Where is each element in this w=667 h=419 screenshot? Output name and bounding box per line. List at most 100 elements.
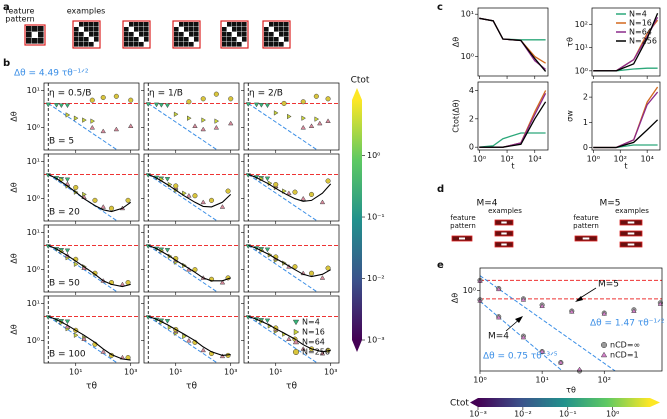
icon-pixel [139,22,144,27]
marker [125,197,131,203]
icon-pixel [74,32,79,37]
icon-pixel [237,37,242,42]
icon-pixel [284,32,289,37]
fit-line [248,244,331,278]
icon [501,221,507,224]
icon-pixel [279,37,284,42]
x-axis-label: τθ [86,382,97,392]
fit-line [148,244,231,282]
y-axis-label: Δθ [10,182,19,192]
y-tick-label: 10¹ [27,157,40,166]
icon-pixel [174,42,179,47]
label: M=5 [599,199,620,209]
marker [281,100,287,106]
axes-frame [243,224,340,293]
icon-pixel [74,37,79,42]
colorbar-tick-label: 10⁻¹ [559,410,577,419]
icon-pixel [242,37,247,42]
label: examples [67,7,106,16]
fit-line [148,173,232,208]
colorbar-tick-label: 10⁻³ [469,410,487,419]
marker [186,337,192,343]
colorbar-tick-label: 10⁻³ [367,336,385,345]
x-tick-label: 10² [614,155,627,164]
marker [292,189,298,195]
label: feature [450,214,475,222]
icon-pixel [222,42,227,47]
icon-pixel [194,27,199,32]
fit-line [248,315,331,353]
marker [214,118,220,124]
y-tick-label: 10⁰ [27,194,40,203]
icon-pixel [269,37,274,42]
marker [92,197,98,203]
marker [286,190,292,196]
marker [495,314,502,320]
icon-pixel [189,42,194,47]
icon-pixel [139,42,144,47]
marker [225,188,231,194]
column-label: η = 2/B [249,89,283,99]
icon-pixel [274,42,279,47]
ref-label: Δθ = 1.47 τθ⁻¹ᐟ² [590,319,665,329]
axes-frame [143,82,240,151]
colorbar-extend [650,398,660,407]
icon-pixel [194,42,199,47]
marker [108,205,115,211]
icon-pixel [84,22,89,27]
label: pattern [573,222,599,230]
y-tick-label: 4 [469,86,474,95]
icon-pixel [32,26,38,32]
x-tick-label: 10¹ [535,376,548,385]
legend-label: N=4 [302,318,320,327]
marker [164,248,171,253]
line [479,90,547,148]
icon-pixel [129,22,134,27]
icon [627,221,635,224]
marker [90,118,96,124]
icon-frame [262,20,291,49]
axes-frame [43,295,140,364]
line [479,101,547,148]
fit-line [148,315,231,356]
marker [600,341,608,349]
legend-label: N=4 [629,10,647,19]
annotation: M=5 [598,280,619,290]
marker [228,96,234,102]
marker [82,117,87,123]
icon-pixel [222,32,227,37]
marker [164,319,171,324]
y-axis-label: Δθ [10,111,19,121]
marker [300,99,306,105]
marker [300,124,306,130]
icon-pixel [237,27,242,32]
icon-pixel [184,42,189,47]
icon-pixel [144,37,149,42]
icon-pixel [26,26,32,32]
icon-pixel [144,32,149,37]
marker [558,359,564,365]
marker [264,318,271,324]
marker [520,334,527,340]
icon-pixel [279,32,284,37]
icon-pixel [94,42,99,47]
arrow-head [515,316,523,323]
marker [569,308,575,314]
y-axis-label: Δθ [10,253,19,263]
marker [127,123,134,128]
icon-pixel [144,42,149,47]
colorbar-label: Ctot [450,399,469,409]
arrow-head [575,296,583,302]
x-axis-label: τθ [186,382,197,392]
icon [627,243,635,246]
marker [173,183,179,189]
icon-pixel [129,37,134,42]
icon-pixel [32,32,38,38]
ref-line [247,174,318,221]
marker [319,275,326,280]
icon-pixel [134,22,139,27]
colorbar [478,398,650,407]
marker [200,126,206,132]
marker [325,178,331,184]
icon-pixel [264,32,269,37]
